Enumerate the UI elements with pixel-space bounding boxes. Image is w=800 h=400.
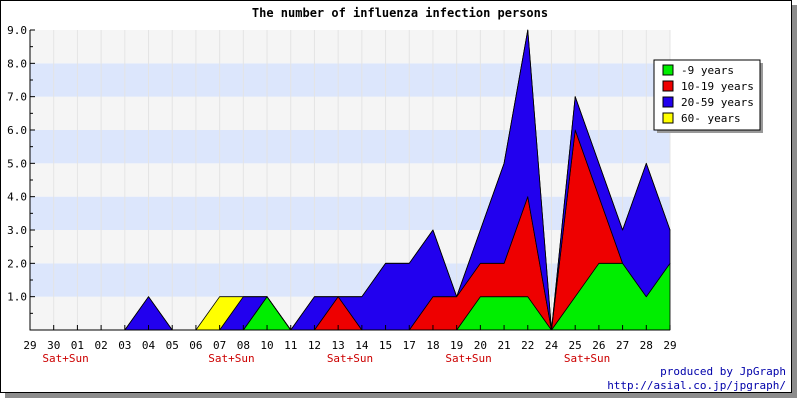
x-tick-label: 13 bbox=[332, 339, 345, 352]
legend-swatch bbox=[662, 64, 674, 76]
y-tick-label: 7.0 bbox=[7, 91, 27, 104]
plot-axes: 1.0 2.0 3.0 4.0 5.0 6.0 7.0 8.0 9.0 29 30 01 02 03 04 0… bbox=[7, 24, 677, 365]
y-tick-label: 5.0 bbox=[7, 157, 27, 170]
x-tick-label: 15 bbox=[379, 339, 392, 352]
x-tick-label: 06 bbox=[189, 339, 202, 352]
legend-label: -9 years bbox=[681, 64, 734, 77]
x-tick-label: 11 bbox=[284, 339, 297, 352]
x-tick-label: 05 bbox=[166, 339, 179, 352]
x-tick-label: 03 bbox=[118, 339, 131, 352]
credit-line-2: http://asial.co.jp/jpgraph/ bbox=[607, 379, 786, 392]
grid-band bbox=[30, 96, 670, 130]
x-tick-label: 29 bbox=[23, 339, 36, 352]
weekend-label: Sat+Sun bbox=[42, 352, 88, 365]
series-area-4 bbox=[29, 29, 671, 331]
x-tick-label: 08 bbox=[237, 339, 250, 352]
y-tick-label: 2.0 bbox=[7, 257, 27, 270]
x-tick-label: 04 bbox=[142, 339, 156, 352]
y-tick-label: 3.0 bbox=[7, 224, 27, 237]
x-tick-label: 25 bbox=[569, 339, 582, 352]
legend-label: 10-19 years bbox=[681, 80, 754, 93]
legend-swatch bbox=[662, 96, 674, 108]
x-tick-label: 14 bbox=[355, 339, 369, 352]
x-tick-label: 30 bbox=[47, 339, 60, 352]
y-tick-label: 9.0 bbox=[7, 24, 27, 37]
credit-line-1: produced by JpGraph bbox=[660, 365, 786, 378]
grid-band bbox=[30, 130, 670, 164]
grid-band bbox=[30, 63, 670, 97]
y-tick-label: 8.0 bbox=[7, 57, 27, 70]
y-tick-label: 4.0 bbox=[7, 191, 27, 204]
x-tick-label: 29 bbox=[663, 339, 676, 352]
x-tick-label: 27 bbox=[616, 339, 629, 352]
weekend-label: Sat+Sun bbox=[208, 352, 254, 365]
x-tick-label: 19 bbox=[450, 339, 463, 352]
x-tick-label: 01 bbox=[71, 339, 84, 352]
weekend-label: Sat+Sun bbox=[564, 352, 610, 365]
x-tick-label: 07 bbox=[213, 339, 226, 352]
legend-label: 60- years bbox=[681, 112, 741, 125]
legend-swatch bbox=[662, 80, 674, 92]
weekend-label: Sat+Sun bbox=[445, 352, 491, 365]
y-tick-label: 1.0 bbox=[7, 291, 27, 304]
y-tick-label: 6.0 bbox=[7, 124, 27, 137]
chart-title: The number of influenza infection person… bbox=[252, 6, 548, 20]
x-tick-label: 02 bbox=[94, 339, 107, 352]
legend: -9 years 10-19 years 20-59 years 60- years bbox=[653, 59, 763, 133]
x-tick-label: 20 bbox=[474, 339, 487, 352]
legend-swatch bbox=[662, 112, 674, 124]
grid-band bbox=[30, 163, 670, 197]
x-tick-label: 26 bbox=[592, 339, 605, 352]
x-tick-label: 21 bbox=[497, 339, 510, 352]
x-tick-label: 22 bbox=[521, 339, 534, 352]
grid-band bbox=[30, 30, 670, 64]
x-tick-label: 18 bbox=[426, 339, 439, 352]
x-tick-label: 12 bbox=[308, 339, 321, 352]
x-tick-label: 10 bbox=[260, 339, 273, 352]
x-tick-label: 28 bbox=[640, 339, 653, 352]
x-tick-label: 17 bbox=[403, 339, 416, 352]
weekend-label: Sat+Sun bbox=[327, 352, 373, 365]
x-tick-label: 24 bbox=[545, 339, 559, 352]
legend-label: 20-59 years bbox=[681, 96, 754, 109]
